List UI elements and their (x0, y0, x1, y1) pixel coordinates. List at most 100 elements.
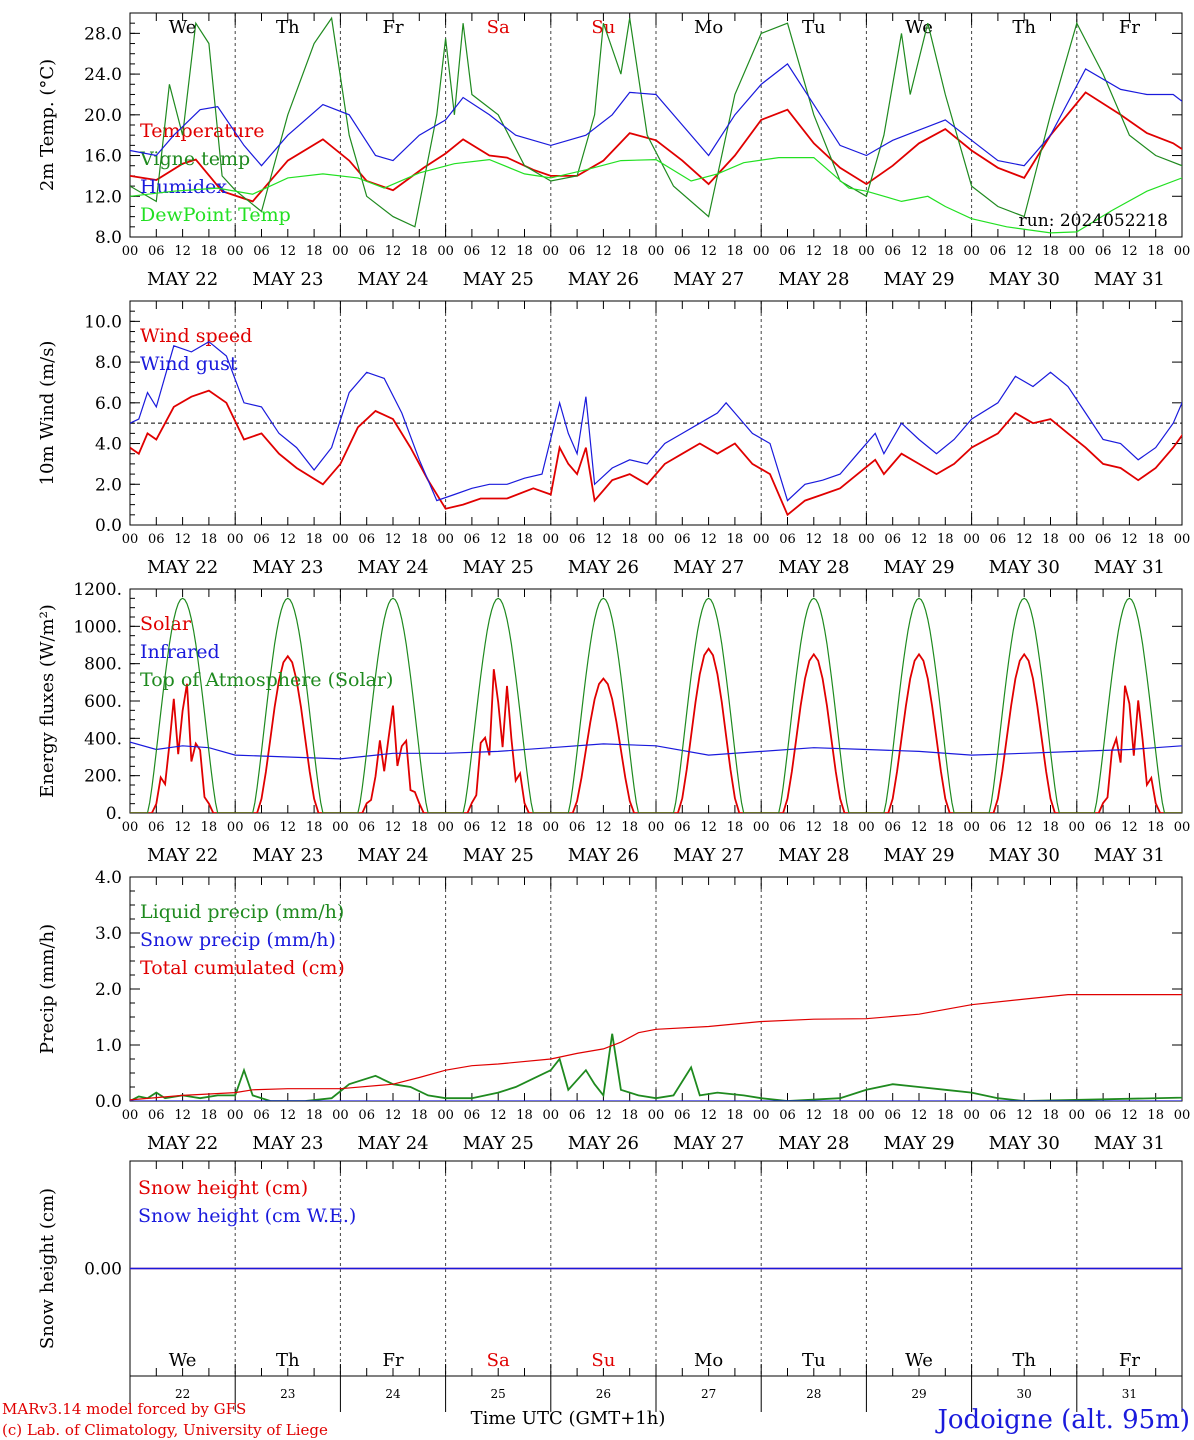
day-of-week-label: Sa (487, 17, 510, 38)
x-date-label: MAY 22 (147, 1133, 218, 1154)
day-of-week-label: We (905, 1350, 933, 1371)
x-hour-label: 12 (700, 532, 717, 547)
x-date-label: MAY 27 (673, 557, 744, 578)
day-of-week-label: Fr (1119, 1350, 1140, 1371)
x-hour-label: 06 (148, 244, 165, 259)
day-number-label: 27 (701, 1387, 716, 1401)
x-hour-label: 00 (227, 532, 244, 547)
x-hour-label: 00 (753, 820, 770, 835)
x-hour-label: 00 (753, 244, 770, 259)
y-tick-label: 800. (84, 655, 122, 675)
x-date-label: MAY 22 (147, 269, 218, 290)
x-hour-label: 18 (621, 820, 638, 835)
x-date-label: MAY 22 (147, 557, 218, 578)
x-hour-label: 06 (464, 1108, 481, 1123)
day-of-week-label: Fr (382, 1350, 403, 1371)
x-hour-label: 18 (621, 1108, 638, 1123)
x-hour-label: 00 (1069, 532, 1086, 547)
x-date-label: MAY 26 (568, 557, 639, 578)
x-hour-label: 06 (884, 244, 901, 259)
legend-entry: Temperature (140, 120, 264, 142)
x-hour-label: 06 (253, 820, 270, 835)
x-hour-label: 00 (543, 1108, 560, 1123)
x-date-label: MAY 28 (778, 269, 849, 290)
y-tick-label: 0.0 (95, 1092, 122, 1112)
series-line-vigne-temp (130, 16, 1182, 228)
x-hour-label: 06 (1095, 820, 1112, 835)
x-hour-label: 18 (832, 820, 849, 835)
x-hour-label: 06 (884, 820, 901, 835)
x-hour-label: 18 (937, 820, 954, 835)
series-line-liquid-precip-mm-h- (130, 1033, 1182, 1101)
x-date-label: MAY 28 (778, 1133, 849, 1154)
x-date-label: MAY 24 (357, 845, 428, 866)
x-date-label: MAY 30 (989, 1133, 1060, 1154)
x-hour-label: 12 (1016, 820, 1033, 835)
x-hour-label: 00 (332, 532, 349, 547)
y-tick-label: 400. (84, 729, 122, 749)
panel-5: 0.00 Snow height (cm) We 22 Th 23 Fr 24 Sa 25 Su 26… (37, 1160, 1183, 1412)
y-axis-label: 10m Wind (m/s) (37, 341, 58, 486)
series-line-solar (130, 647, 1182, 813)
x-hour-label: 06 (674, 1108, 691, 1123)
day-of-week-label: Th (276, 17, 300, 38)
x-date-label: MAY 31 (1094, 1133, 1165, 1154)
day-of-week-label: Tu (802, 1350, 826, 1371)
x-hour-label: 18 (727, 244, 744, 259)
legend-entry: Wind gust (140, 353, 238, 375)
legend-entry: Wind speed (140, 325, 252, 347)
y-tick-label: 4.0 (95, 868, 122, 888)
x-hour-label: 12 (1121, 820, 1138, 835)
x-date-label: MAY 23 (252, 1133, 323, 1154)
time-axis-label: Time UTC (GMT+1h) (471, 1408, 666, 1429)
x-date-label: MAY 26 (568, 845, 639, 866)
x-date-label: MAY 31 (1094, 845, 1165, 866)
x-hour-label: 18 (411, 244, 428, 259)
x-hour-label: 06 (464, 820, 481, 835)
x-date-label: MAY 29 (883, 845, 954, 866)
x-hour-label: 18 (621, 244, 638, 259)
day-of-week-label: Fr (382, 17, 403, 38)
x-hour-label: 00 (858, 820, 875, 835)
x-date-label: MAY 25 (463, 269, 534, 290)
x-hour-label: 18 (832, 532, 849, 547)
x-hour-label: 18 (1147, 244, 1164, 259)
legend-entry: Vigne temp (139, 148, 250, 170)
x-hour-label: 06 (569, 244, 586, 259)
series-line-infrared (130, 741, 1182, 760)
panel-3: 0. 200. 400. 600. 800. 1000. 1200. Energy fluxe… (37, 580, 1190, 866)
x-hour-label: 18 (937, 244, 954, 259)
x-hour-label: 18 (411, 1108, 428, 1123)
x-hour-label: 18 (832, 244, 849, 259)
x-hour-label: 06 (884, 532, 901, 547)
y-tick-label: 200. (84, 767, 122, 787)
x-hour-label: 00 (1174, 532, 1191, 547)
y-tick-label: 12.0 (84, 187, 122, 207)
x-date-label: MAY 28 (778, 845, 849, 866)
day-number-label: 30 (1017, 1387, 1032, 1401)
x-hour-label: 00 (648, 532, 665, 547)
x-date-label: MAY 29 (883, 1133, 954, 1154)
x-hour-label: 06 (253, 244, 270, 259)
legend-entry: Snow height (cm W.E.) (138, 1205, 356, 1227)
x-hour-label: 18 (727, 1108, 744, 1123)
x-hour-label: 12 (911, 1108, 928, 1123)
x-hour-label: 18 (201, 820, 218, 835)
x-hour-label: 12 (806, 532, 823, 547)
x-hour-label: 12 (1121, 1108, 1138, 1123)
x-hour-label: 12 (280, 532, 297, 547)
day-of-week-label: Fr (1119, 17, 1140, 38)
x-date-label: MAY 31 (1094, 557, 1165, 578)
x-hour-label: 00 (437, 820, 454, 835)
x-hour-label: 06 (569, 1108, 586, 1123)
x-hour-label: 06 (148, 532, 165, 547)
x-hour-label: 06 (358, 1108, 375, 1123)
y-tick-label: 2.0 (95, 980, 122, 1000)
y-axis-label: Energy fluxes (W/m²) (37, 604, 58, 798)
x-hour-label: 06 (779, 1108, 796, 1123)
legend-entry: Top of Atmosphere (Solar) (140, 669, 393, 691)
day-number-label: 28 (806, 1387, 821, 1401)
x-hour-label: 06 (990, 1108, 1007, 1123)
x-hour-label: 00 (332, 1108, 349, 1123)
x-hour-label: 12 (700, 1108, 717, 1123)
